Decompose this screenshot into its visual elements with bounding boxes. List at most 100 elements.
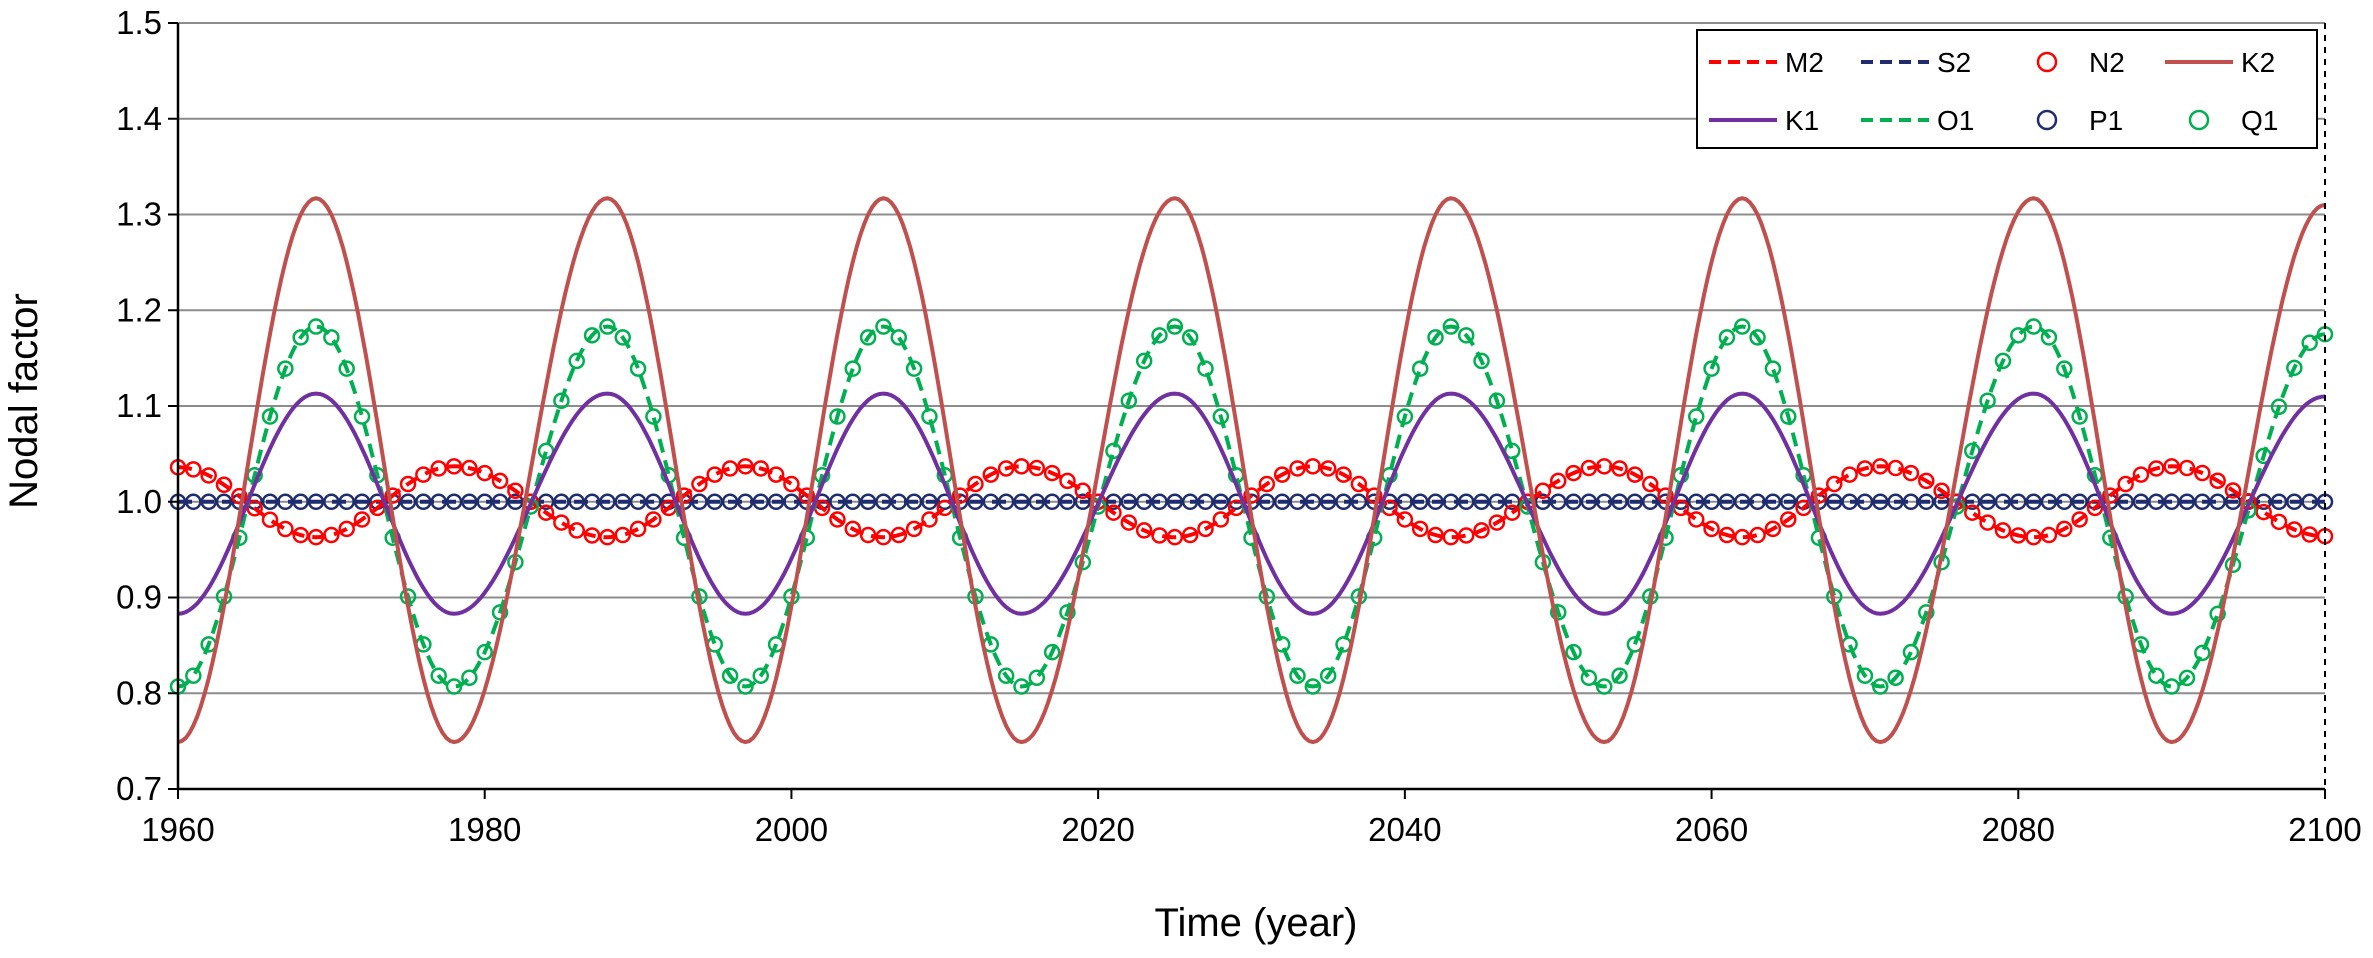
data-point-q1 [1595,678,1613,695]
data-point-p1 [2178,493,2196,510]
data-point-q1 [1872,678,1889,695]
data-point-p1 [1074,493,1092,510]
legend-label-k2: K2 [2241,47,2275,78]
data-point-q1 [1013,678,1030,695]
data-point-n2 [844,520,862,538]
data-point-q1 [2010,327,2027,344]
data-point-n2 [2178,459,2196,477]
data-point-p1 [1841,493,1858,510]
data-point-n2 [1856,460,1874,477]
data-point-q1 [1043,643,1061,661]
data-point-n2 [2071,511,2088,528]
data-point-n2 [1427,526,1444,544]
data-point-p1 [982,493,1000,510]
data-point-n2 [1964,504,1981,521]
data-point-p1 [568,493,585,510]
data-point-q1 [1580,669,1598,686]
y-tick-label: 1.3 [116,196,162,233]
data-point-n2 [829,511,846,528]
data-point-q1 [1611,667,1628,684]
data-point-q1 [1289,667,1306,684]
data-point-p1 [415,493,432,510]
data-point-q1 [721,667,739,684]
data-point-p1 [1059,493,1076,510]
data-point-n2 [1335,466,1352,483]
data-point-p1 [1626,493,1644,510]
data-point-p1 [399,493,417,510]
data-point-q1 [1411,360,1429,377]
data-point-n2 [1902,464,1920,482]
data-point-n2 [982,466,1000,483]
data-point-p1 [1933,493,1950,510]
data-point-q1 [1749,329,1766,346]
data-point-n2 [2010,527,2027,544]
legend: M2 S2 N2 K2 K1 O1 P1 Q1 [1696,29,2318,149]
data-point-q1 [1442,318,1460,335]
data-point-p1 [844,493,862,510]
data-point-n2 [1473,522,1490,539]
data-point-p1 [1902,493,1920,510]
data-point-p1 [1611,493,1628,510]
data-point-p1 [890,493,908,510]
data-point-n2 [1780,511,1797,528]
data-point-n2 [1350,475,1368,493]
data-point-n2 [1365,487,1383,504]
data-point-n2 [1979,514,1996,531]
data-point-p1 [277,493,294,510]
data-point-q1 [1687,408,1705,425]
data-point-q1 [1197,360,1214,377]
data-point-n2 [369,499,386,517]
data-point-n2 [1549,472,1567,490]
x-tick-label: 1960 [141,811,214,848]
data-point-p1 [645,493,662,510]
legend-swatch-n2 [2036,51,2058,73]
data-point-p1 [215,493,233,510]
data-point-q1 [2025,318,2042,335]
data-point-q1 [1718,329,1736,346]
data-point-q1 [629,360,647,377]
data-point-n2 [1657,487,1674,504]
data-point-p1 [1473,493,1490,510]
legend-label-m2: M2 [1785,47,1824,78]
data-point-p1 [1687,493,1705,510]
data-point-p1 [1979,493,1996,510]
data-point-n2 [2132,466,2150,483]
data-point-q1 [1120,392,1138,409]
data-point-n2 [1626,466,1644,483]
data-point-q1 [2071,408,2088,425]
data-point-p1 [476,493,493,510]
data-point-n2 [967,475,984,493]
data-point-q1 [1457,327,1475,344]
data-point-p1 [997,493,1015,510]
x-tick-label: 2020 [1061,811,1134,848]
data-point-n2 [261,511,279,528]
data-point-p1 [445,493,463,510]
data-point-n2 [1687,511,1705,528]
data-point-n2 [1826,475,1843,493]
data-point-p1 [1335,493,1352,510]
data-point-n2 [2025,528,2042,546]
data-point-n2 [614,526,631,544]
data-point-q1 [1902,643,1920,661]
data-point-p1 [767,493,785,510]
data-point-p1 [1565,493,1582,510]
data-point-n2 [307,528,325,546]
data-point-p1 [829,493,846,510]
data-point-p1 [1289,493,1306,510]
data-point-n2 [583,527,601,544]
data-point-q1 [1135,352,1153,370]
data-point-p1 [629,493,647,510]
data-point-n2 [246,500,263,517]
y-tick-label: 0.9 [116,579,162,616]
x-tick-label: 1980 [448,811,521,848]
data-point-n2 [890,526,908,544]
data-point-n2 [491,472,509,490]
data-point-p1 [430,493,447,510]
series-layer [169,196,2334,745]
data-point-n2 [1074,482,1092,500]
data-point-n2 [1442,528,1460,546]
legend-box [1696,29,2318,149]
data-point-q1 [997,667,1015,684]
data-point-q1 [1979,392,1996,409]
